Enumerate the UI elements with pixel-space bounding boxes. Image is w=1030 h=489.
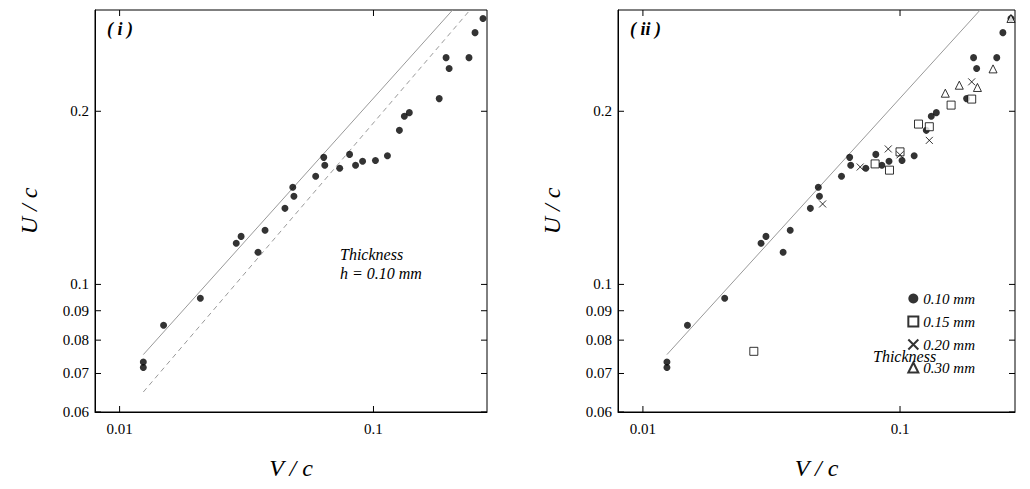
svg-text:V / c: V / c: [795, 455, 839, 481]
svg-text:0.09: 0.09: [586, 303, 612, 319]
svg-text:0.01: 0.01: [630, 421, 656, 437]
svg-text:V / c: V / c: [269, 455, 313, 481]
svg-text:0.06: 0.06: [586, 404, 613, 420]
svg-text:Thickness: Thickness: [340, 246, 403, 263]
svg-text:0.2: 0.2: [593, 103, 612, 119]
svg-text:Thickness: Thickness: [873, 347, 937, 365]
svg-text:0.1: 0.1: [593, 276, 612, 292]
svg-text:0.2: 0.2: [70, 103, 89, 119]
svg-text:0.08: 0.08: [586, 332, 612, 348]
svg-text:0.07: 0.07: [63, 365, 90, 381]
svg-text:0.20 mm: 0.20 mm: [923, 337, 975, 353]
svg-text:0.06: 0.06: [63, 404, 90, 420]
svg-text:0.10 mm: 0.10 mm: [923, 291, 975, 307]
svg-text:( i ): ( i ): [107, 19, 133, 40]
svg-text:0.07: 0.07: [586, 365, 613, 381]
svg-text:0.1: 0.1: [70, 276, 89, 292]
svg-text:0.01: 0.01: [106, 421, 132, 437]
svg-text:U / c: U / c: [16, 187, 42, 234]
svg-text:0.1: 0.1: [891, 421, 910, 437]
svg-text:0.1: 0.1: [364, 421, 383, 437]
svg-text:0.15 mm: 0.15 mm: [923, 314, 975, 330]
svg-text:0.30 mm: 0.30 mm: [923, 360, 975, 376]
svg-text:0.09: 0.09: [63, 303, 89, 319]
svg-text:( ii ): ( ii ): [630, 19, 661, 40]
svg-text:U / c: U / c: [539, 187, 565, 234]
svg-text:h = 0.10 mm: h = 0.10 mm: [340, 265, 422, 282]
svg-text:0.08: 0.08: [63, 332, 89, 348]
